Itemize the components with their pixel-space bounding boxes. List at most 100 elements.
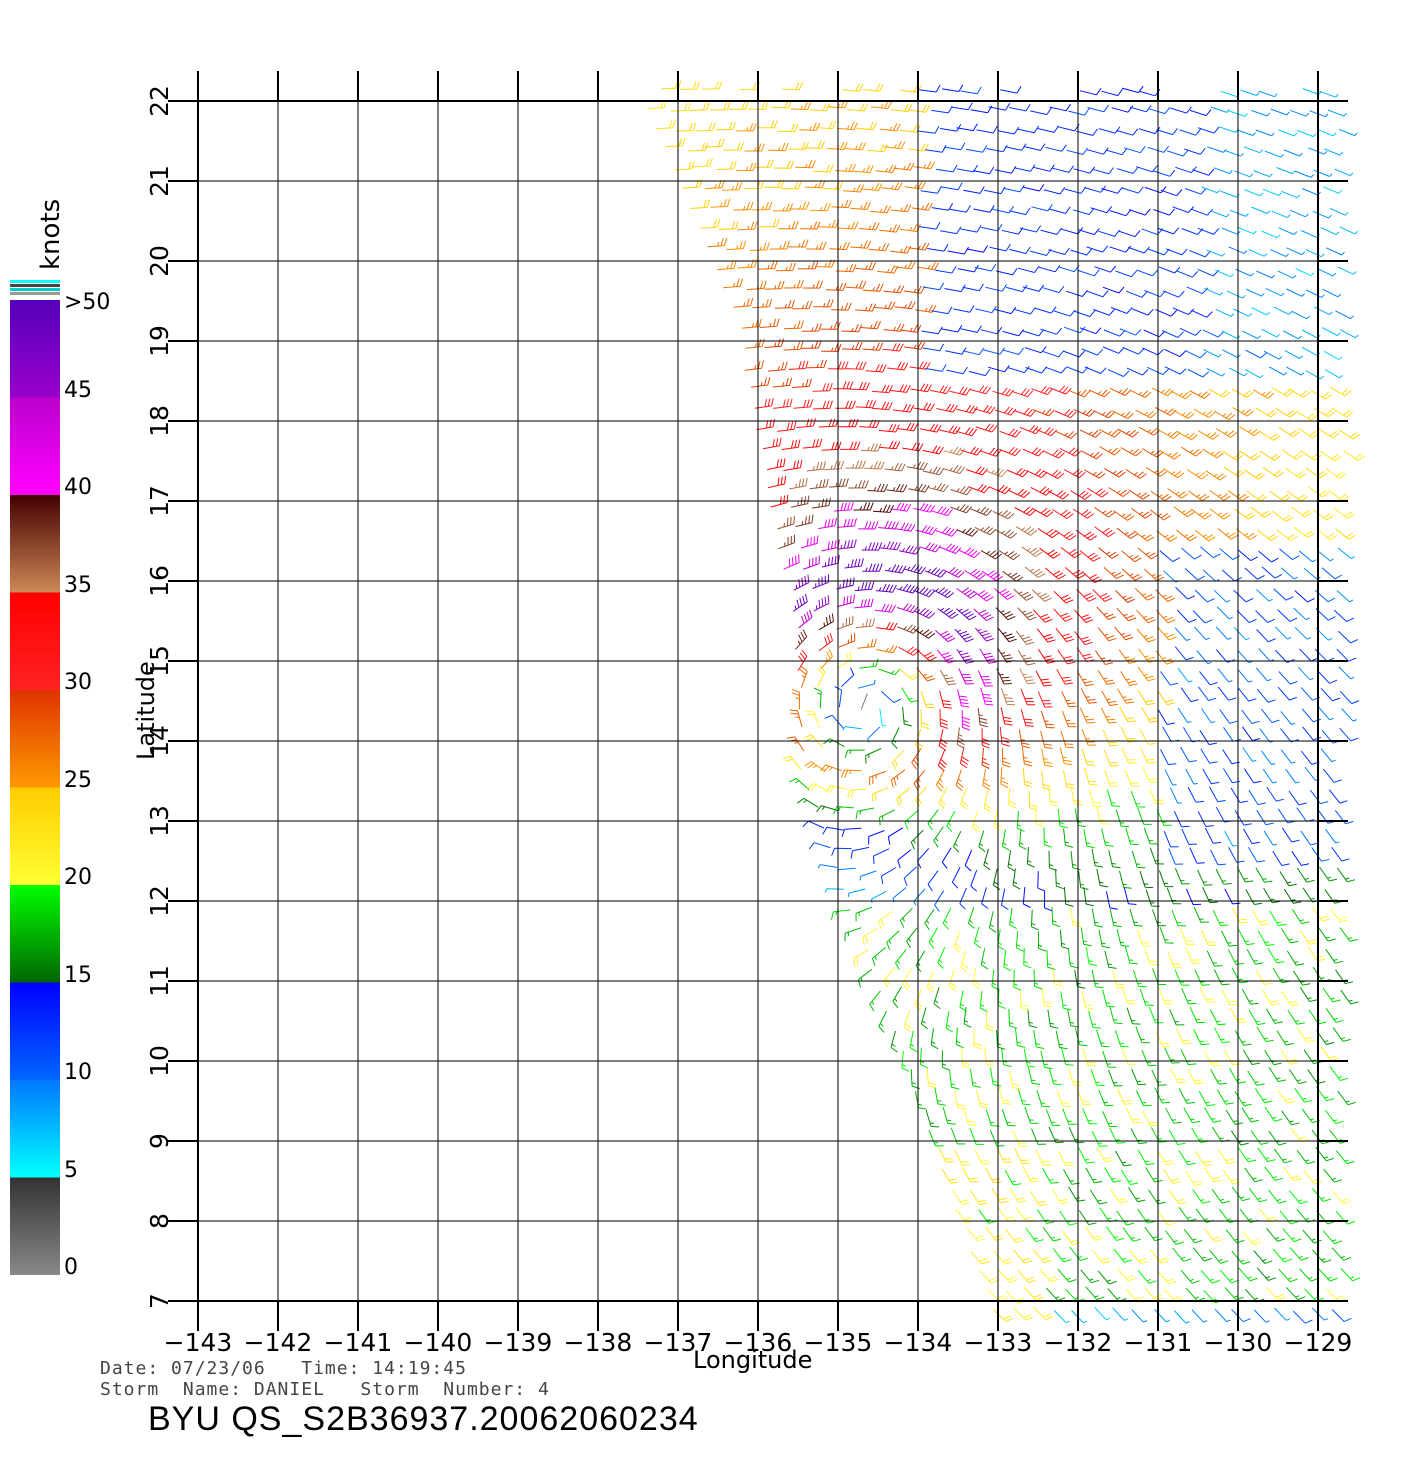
wind-barb [1286,490,1308,502]
colorbar-band [10,495,60,593]
wind-barb [967,907,975,929]
wind-barb [762,437,782,450]
wind-barb [1312,966,1331,982]
wind-barb [873,848,890,864]
wind-barb [939,669,957,686]
wind-barb [935,769,945,792]
wind-barb [1035,426,1058,437]
wind-barb [1255,129,1275,137]
wind-barb [827,100,849,109]
wind-barb [989,484,1011,495]
wind-barb [1279,1210,1299,1225]
wind-barb [1275,407,1297,418]
wind-barb [1300,230,1320,238]
wind-barb [1286,288,1306,297]
wind-barb [1243,469,1266,480]
wind-barb [1129,1249,1149,1265]
wind-barb [1204,1050,1221,1067]
wind-barb [1243,828,1260,845]
wind-barb [1072,207,1095,215]
x-tick-label: −136 [724,1328,793,1357]
wind-barb [1121,747,1137,764]
wind-barb [922,282,945,291]
wind-barb [1070,786,1083,806]
wind-barb [1017,607,1037,621]
wind-barb [946,366,968,375]
wind-barb [940,123,962,132]
wind-barb [1067,949,1079,969]
wind-barb [1104,1167,1122,1183]
wind-barb [1060,730,1074,749]
wind-barb [1281,991,1299,1007]
wind-barb [1003,184,1025,193]
wind-barb [1064,567,1086,579]
wind-barb [1040,770,1052,791]
wind-barb [1098,929,1111,949]
x-tick-label: −141 [324,1328,393,1357]
wind-barb [1320,1046,1340,1062]
plot-frame [197,100,1319,1302]
wind-barb [733,201,754,211]
wind-barb [871,401,893,411]
wind-barb [1192,168,1215,176]
wind-barb [959,746,969,769]
wind-barb [942,567,965,578]
wind-barb [989,243,1011,252]
wind-barb [960,225,982,233]
wind-barb [1244,567,1265,580]
wind-barb [1228,490,1250,502]
wind-barb [981,887,989,909]
wind-barb [1107,369,1130,377]
wind-barb [994,406,1017,416]
wind-barb [1253,170,1273,178]
wind-barb [704,179,725,189]
wind-barb [1125,827,1139,846]
wind-barb [1327,109,1347,117]
wind-barb [1325,247,1345,256]
wind-barb [1288,1069,1307,1085]
wind-barb [1018,829,1027,851]
wind-barb [1131,1068,1147,1086]
wind-barb [915,950,926,973]
colorbar-label: 0 [64,1255,78,1280]
wind-barb [1104,467,1126,478]
wind-barb [814,259,836,268]
wind-barb [935,265,957,274]
wind-barb [1045,144,1067,152]
wind-barb [880,867,897,885]
wind-barb [1074,1028,1088,1047]
wind-barb [1213,410,1236,421]
wind-barb [1118,230,1141,238]
wind-barb [998,1086,1012,1105]
wind-barb [1149,509,1171,521]
wind-barb [931,306,953,315]
wind-barb [999,428,1022,438]
wind-barb [813,687,822,709]
wind-barb [1296,1149,1316,1165]
wind-barb [970,869,978,892]
wind-barb [1131,1309,1148,1323]
wind-barb [904,181,926,190]
wind-barb [1285,467,1307,479]
wind-barb [1125,290,1148,298]
wind-barb [1119,328,1142,336]
wind-barb [772,203,794,212]
wind-barb [704,138,725,148]
wind-barb [1159,550,1181,563]
wind-barb [828,361,849,370]
wind-barb [1232,407,1254,417]
wind-barb [1052,1248,1072,1263]
wind-barb [1029,248,1052,256]
wind-barb [880,690,902,704]
wind-barb [1275,626,1292,640]
wind-barb [934,1087,946,1106]
wind-barb [1200,929,1217,946]
wind-barb [1206,950,1223,967]
wind-barb [936,403,958,413]
wind-barb [968,483,990,494]
wind-barb [805,710,820,728]
wind-barb [1234,810,1252,826]
wind-barb [865,748,882,764]
wind-barb [956,527,979,537]
wind-barb [904,564,926,575]
